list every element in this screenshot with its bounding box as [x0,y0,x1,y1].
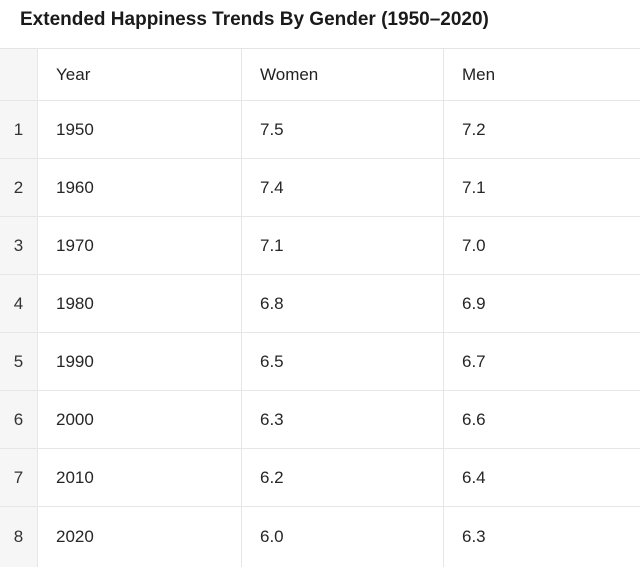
year-cell: 1980 [38,275,242,332]
header-index-cell [0,49,38,100]
row-index: 4 [0,275,38,332]
women-cell: 6.5 [242,333,444,390]
row-index: 6 [0,391,38,448]
year-cell: 2020 [38,507,242,567]
table-row: 1 1950 7.5 7.2 [0,101,640,159]
row-index: 3 [0,217,38,274]
table-row: 7 2010 6.2 6.4 [0,449,640,507]
women-cell: 6.8 [242,275,444,332]
men-cell: 6.6 [462,409,486,429]
men-cell: 7.1 [462,177,486,197]
table-header-row: Year Women Men [0,49,640,101]
header-men[interactable]: Men [462,64,496,84]
women-cell: 7.4 [242,159,444,216]
men-cell: 6.4 [462,467,486,487]
men-cell: 6.9 [462,293,486,313]
year-cell: 1970 [38,217,242,274]
data-table: Year Women Men 1 1950 7.5 7.2 2 1960 7.4… [0,48,640,573]
men-cell: 6.7 [462,351,486,371]
header-year[interactable]: Year [38,49,242,100]
women-cell: 7.5 [242,101,444,158]
table-row: 6 2000 6.3 6.6 [0,391,640,449]
year-cell: 1990 [38,333,242,390]
year-cell: 1960 [38,159,242,216]
year-cell: 2000 [38,391,242,448]
row-index: 5 [0,333,38,390]
table-row: 5 1990 6.5 6.7 [0,333,640,391]
women-cell: 6.3 [242,391,444,448]
year-cell: 1950 [38,101,242,158]
table-row: 4 1980 6.8 6.9 [0,275,640,333]
women-cell: 6.0 [242,507,444,567]
row-index: 8 [0,507,38,567]
men-cell: 6.3 [462,527,486,546]
row-index: 2 [0,159,38,216]
row-index: 7 [0,449,38,506]
table-row: 8 2020 6.0 6.3 [0,507,640,567]
table-row: 3 1970 7.1 7.0 [0,217,640,275]
header-women[interactable]: Women [242,49,444,100]
women-cell: 6.2 [242,449,444,506]
table-row: 2 1960 7.4 7.1 [0,159,640,217]
men-cell: 7.0 [462,235,486,255]
men-cell: 7.2 [462,119,486,139]
row-index: 1 [0,101,38,158]
women-cell: 7.1 [242,217,444,274]
table-title: Extended Happiness Trends By Gender (195… [20,9,489,30]
year-cell: 2010 [38,449,242,506]
